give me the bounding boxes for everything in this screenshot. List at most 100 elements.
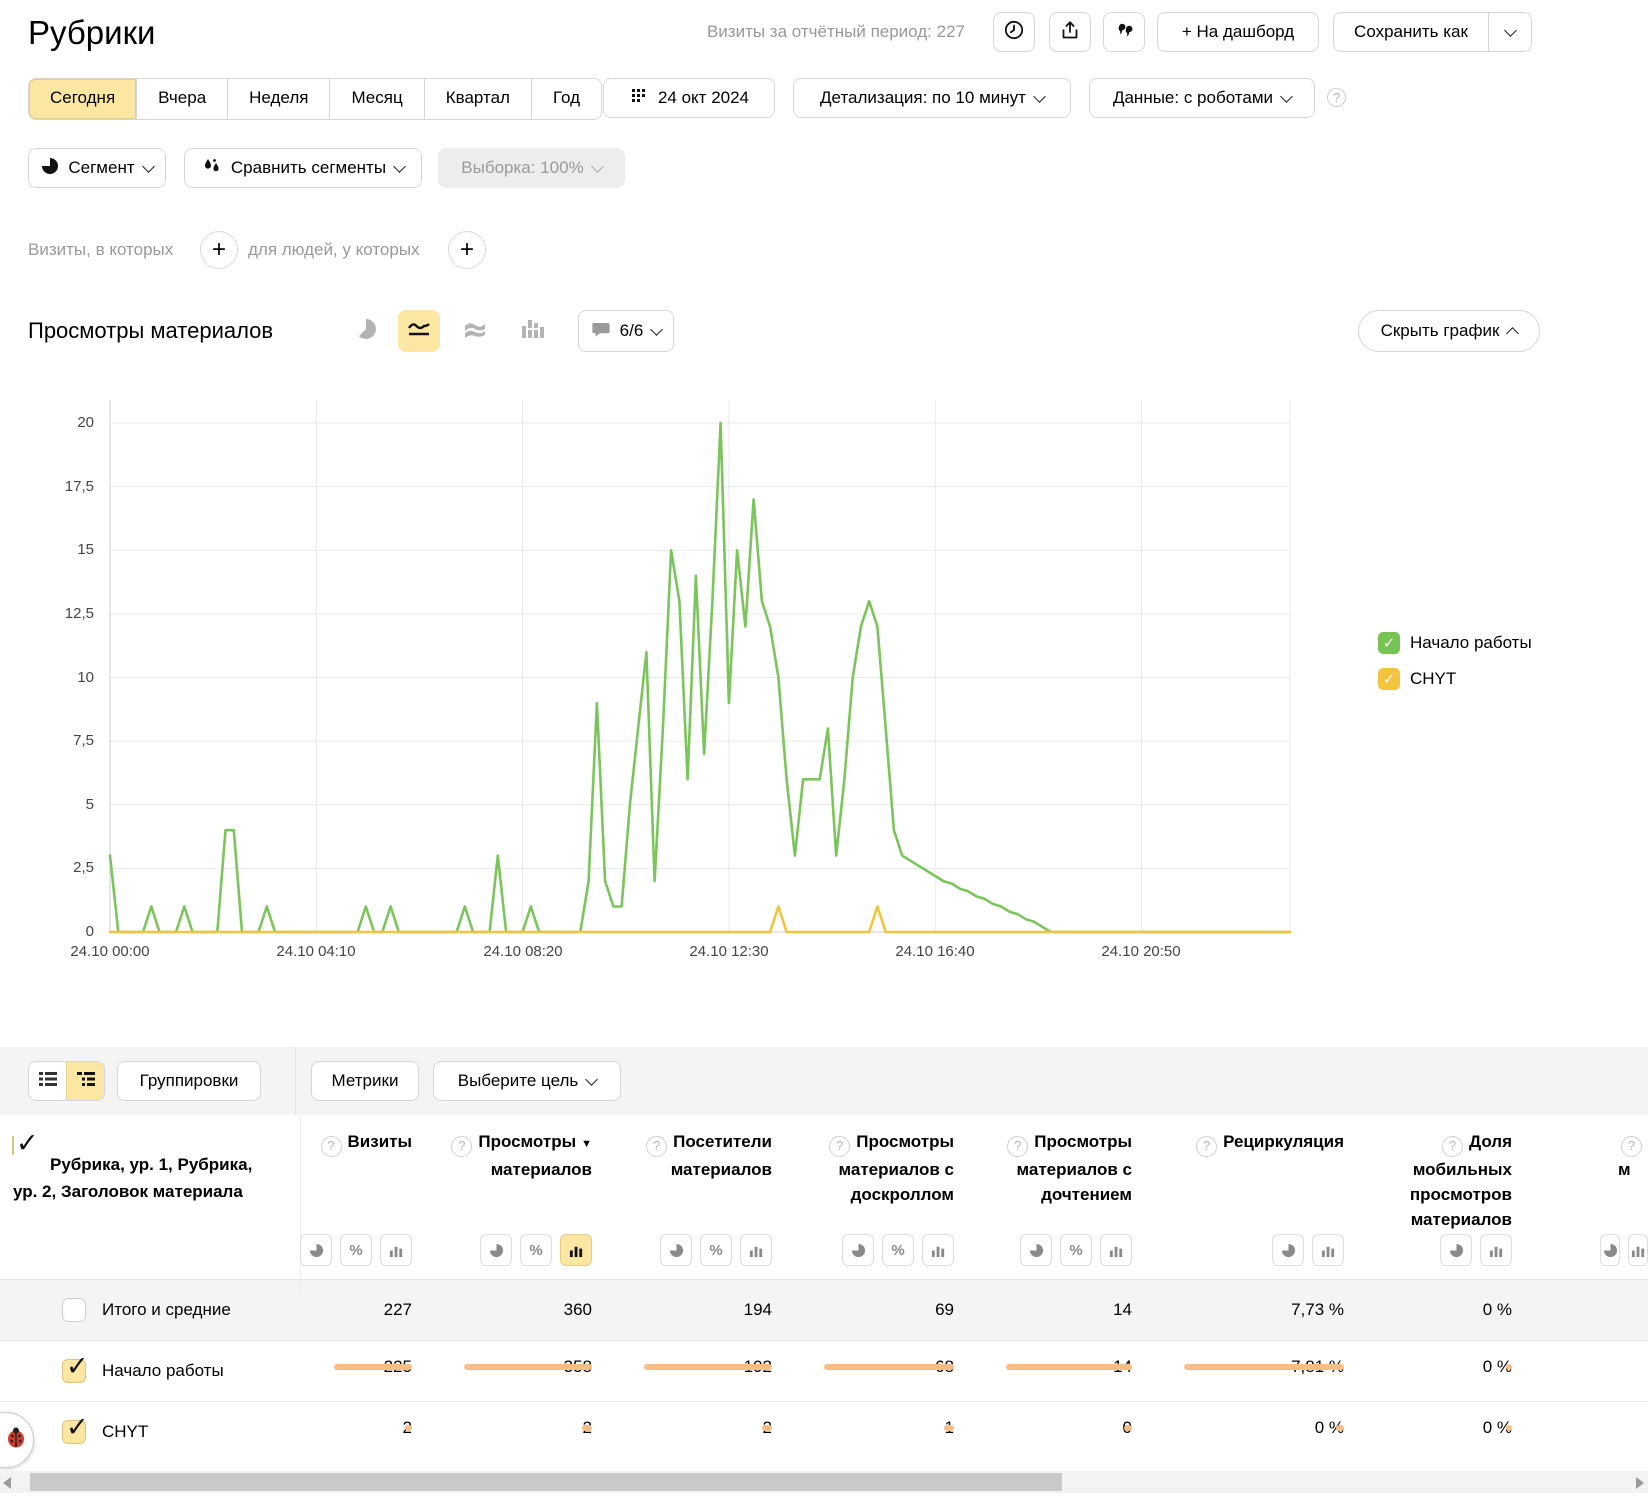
- column-header-recirculation[interactable]: ?Рециркуляция: [1150, 1129, 1362, 1220]
- value-bar: [582, 1425, 592, 1431]
- table-row-chyt[interactable]: ✓ CHYT 2 2 2 1 0 0 % 0 %: [0, 1401, 1648, 1462]
- chart-type-bars-button[interactable]: [516, 315, 548, 347]
- select-goal-label: Выберите цель: [458, 1071, 579, 1091]
- value-bar: [944, 1425, 954, 1431]
- pie-display-button[interactable]: [1272, 1234, 1304, 1266]
- row-checkbox-checked[interactable]: ✓: [62, 1420, 86, 1444]
- chart-type-area-button[interactable]: [459, 315, 491, 347]
- groupings-button[interactable]: Группировки: [117, 1061, 261, 1101]
- tab-yesterday[interactable]: Вчера: [136, 79, 227, 119]
- chart-title: Просмотры материалов: [28, 318, 273, 344]
- annotations-button[interactable]: 6/6: [578, 310, 674, 352]
- tab-quarter[interactable]: Квартал: [424, 79, 531, 119]
- legend-checkbox-green[interactable]: ✓: [1378, 632, 1400, 654]
- pie-display-button[interactable]: [480, 1234, 512, 1266]
- metrics-button[interactable]: Метрики: [311, 1061, 419, 1101]
- pie-display-button[interactable]: [300, 1234, 332, 1266]
- segment-dropdown[interactable]: Сегмент: [28, 148, 166, 188]
- comments-button[interactable]: [1103, 12, 1145, 52]
- percent-display-button[interactable]: %: [520, 1234, 552, 1266]
- legend-checkbox-yellow[interactable]: ✓: [1378, 668, 1400, 690]
- value-bar: [1336, 1425, 1344, 1431]
- tab-today[interactable]: Сегодня: [29, 79, 136, 119]
- row-checkbox-checked[interactable]: ✓: [62, 1359, 86, 1383]
- save-as-button[interactable]: Сохранить как: [1334, 13, 1488, 51]
- help-icon: ?: [451, 1136, 472, 1157]
- hide-chart-button[interactable]: Скрыть график: [1358, 310, 1540, 352]
- export-button[interactable]: [1049, 12, 1091, 52]
- help-icon[interactable]: ?: [1327, 88, 1346, 107]
- hide-chart-label: Скрыть график: [1381, 321, 1500, 341]
- pie-display-button[interactable]: [1440, 1234, 1472, 1266]
- pie-display-button[interactable]: [1020, 1234, 1052, 1266]
- chevron-down-icon: [650, 323, 663, 336]
- pie-display-button[interactable]: [1600, 1234, 1620, 1266]
- percent-display-button[interactable]: %: [882, 1234, 914, 1266]
- column-header-cut[interactable]: ? м: [1530, 1129, 1648, 1220]
- add-visits-filter-button[interactable]: +: [200, 231, 238, 269]
- bars-display-button[interactable]: [740, 1234, 772, 1266]
- period-tabs: Сегодня Вчера Неделя Месяц Квартал Год: [28, 78, 602, 120]
- grouping-header-label: Рубрика, ур. 1, Рубрика, ур. 2, Заголово…: [13, 1151, 276, 1205]
- tab-week[interactable]: Неделя: [227, 79, 329, 119]
- percent-display-button[interactable]: %: [1060, 1234, 1092, 1266]
- column-header-mobile-share[interactable]: ?Доля мобильных просмотров материалов: [1362, 1129, 1530, 1220]
- y-tick-label: 15: [24, 540, 94, 560]
- chevron-down-icon: [1504, 24, 1517, 37]
- sampling-label: Выборка: 100%: [461, 158, 583, 178]
- x-tick-label: 24.10 20:50: [1071, 943, 1211, 960]
- cell-value: 7,73 %: [1150, 1300, 1362, 1320]
- chart-type-pie-button[interactable]: [350, 315, 382, 347]
- flat-list-view-button[interactable]: [29, 1062, 66, 1100]
- scroll-right-arrow-icon[interactable]: [1636, 1477, 1644, 1489]
- value-bar: [762, 1425, 772, 1431]
- help-icon: ?: [829, 1136, 850, 1157]
- column-header-material-visitors[interactable]: ?Посетители материалов: [610, 1129, 790, 1220]
- bars-display-button[interactable]: [922, 1234, 954, 1266]
- row-checkbox-unchecked[interactable]: [62, 1298, 86, 1322]
- compare-segments-dropdown[interactable]: Сравнить сегменты: [184, 148, 422, 188]
- comment-bubble-icon: [591, 319, 611, 344]
- pie-display-button[interactable]: [660, 1234, 692, 1266]
- column-header-material-views[interactable]: ?Просмотры▼ материалов: [430, 1129, 610, 1220]
- add-to-dashboard-button[interactable]: + На дашборд: [1157, 12, 1319, 52]
- tree-view-button[interactable]: [66, 1062, 104, 1100]
- data-mode-dropdown[interactable]: Данные: с роботами: [1089, 78, 1315, 118]
- bars-display-button[interactable]: [1628, 1234, 1648, 1266]
- y-tick-label: 7,5: [24, 731, 94, 751]
- help-icon: ?: [1007, 1136, 1028, 1157]
- scroll-left-arrow-icon[interactable]: [3, 1477, 11, 1489]
- bars-display-button[interactable]: [1480, 1234, 1512, 1266]
- add-to-dashboard-label: + На дашборд: [1182, 22, 1294, 42]
- percent-display-button[interactable]: %: [700, 1234, 732, 1266]
- bars-display-button[interactable]: [380, 1234, 412, 1266]
- value-bar: [1124, 1425, 1132, 1431]
- horizontal-scrollbar-thumb[interactable]: [30, 1473, 1062, 1491]
- table-row-nachalo-raboty[interactable]: ✓ Начало работы 225 358 192 68 14 7,81 %…: [0, 1340, 1648, 1401]
- plus-icon: +: [212, 236, 226, 264]
- bars-display-button-selected[interactable]: [560, 1234, 592, 1266]
- detail-level-dropdown[interactable]: Детализация: по 10 минут: [793, 78, 1071, 118]
- select-goal-dropdown[interactable]: Выберите цель: [433, 1061, 621, 1101]
- legend-label: Начало работы: [1410, 633, 1532, 653]
- chart-type-line-button[interactable]: [398, 310, 440, 352]
- percent-display-button[interactable]: %: [340, 1234, 372, 1266]
- table-header-row: ✓ Рубрика, ур. 1, Рубрика, ур. 2, Заголо…: [0, 1115, 1648, 1220]
- table-row-totals[interactable]: Итого и средние 227 360 194 69 14 7,73 %…: [0, 1279, 1648, 1340]
- column-header-scroll-views[interactable]: ?Просмотры материалов с доскроллом: [790, 1129, 972, 1220]
- pie-display-button[interactable]: [842, 1234, 874, 1266]
- date-picker-button[interactable]: 24 окт 2024: [603, 78, 775, 118]
- tab-year[interactable]: Год: [531, 79, 601, 119]
- bars-display-button[interactable]: [1100, 1234, 1132, 1266]
- history-button[interactable]: [993, 12, 1035, 52]
- save-as-menu-button[interactable]: [1488, 13, 1531, 51]
- add-people-filter-button[interactable]: +: [448, 231, 486, 269]
- column-header-visits[interactable]: ?Визиты: [300, 1129, 430, 1220]
- legend-item-chyt: ✓ CHYT: [1378, 668, 1456, 690]
- sampling-dropdown[interactable]: Выборка: 100%: [438, 148, 625, 188]
- tab-month[interactable]: Месяц: [329, 79, 423, 119]
- select-all-checkbox[interactable]: ✓: [12, 1136, 14, 1155]
- bars-display-button[interactable]: [1312, 1234, 1344, 1266]
- column-header-full-read-views[interactable]: ?Просмотры материалов с дочтением: [972, 1129, 1150, 1220]
- help-icon: ?: [1196, 1136, 1217, 1157]
